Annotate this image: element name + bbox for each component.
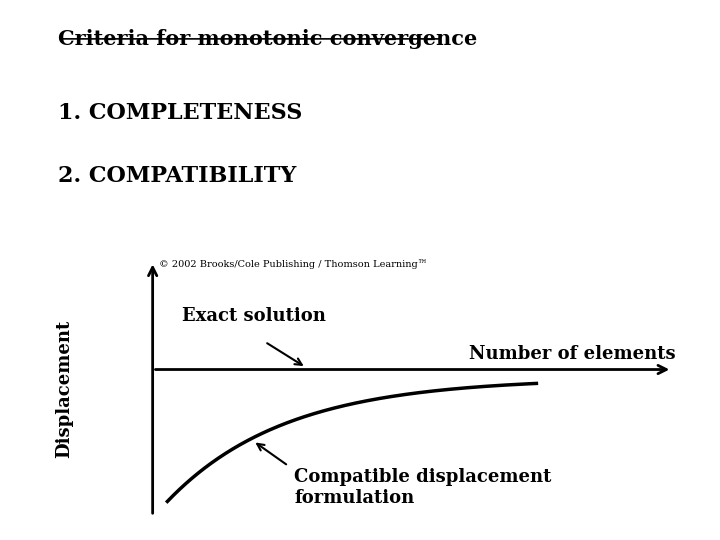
Text: Displacement: Displacement [55,320,73,458]
Text: © 2002 Brooks/Cole Publishing / Thomson Learning™: © 2002 Brooks/Cole Publishing / Thomson … [158,260,427,269]
Text: 2. COMPATIBILITY: 2. COMPATIBILITY [58,165,296,187]
Text: Exact solution: Exact solution [182,307,326,325]
Text: Criteria for monotonic convergence: Criteria for monotonic convergence [58,29,477,49]
Text: 1. COMPLETENESS: 1. COMPLETENESS [58,102,302,124]
Text: Compatible displacement
formulation: Compatible displacement formulation [294,468,552,507]
Text: Number of elements: Number of elements [469,345,675,363]
